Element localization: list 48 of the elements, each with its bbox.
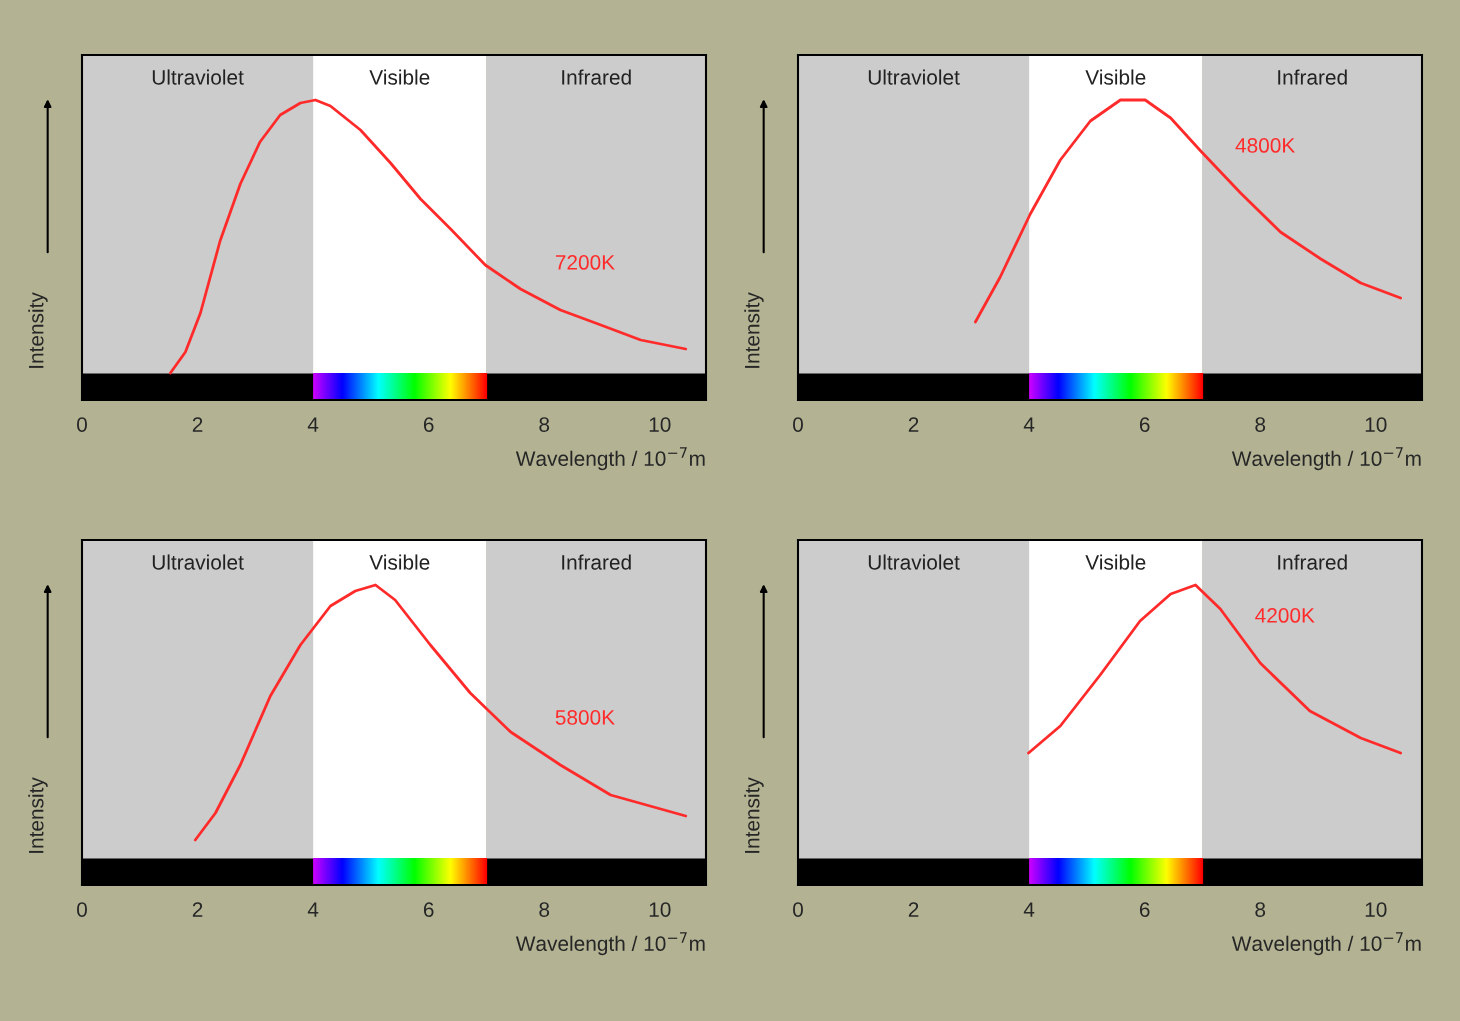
band-label: Infrared [562, 554, 631, 570]
series-label: 4800K [1235, 138, 1296, 153]
x-axis-title: Wavelength / 10$^{−7}$m [515, 932, 705, 956]
band-label: Visible [1085, 69, 1146, 85]
band-label: Visible [369, 554, 430, 570]
x-tick-label: 10 [1365, 902, 1387, 917]
x-tick-label: 6 [423, 902, 434, 917]
x-tick-label: 4 [1023, 417, 1035, 432]
y-axis-title: Intensity [744, 292, 764, 368]
band-label: Ultraviolet [152, 554, 244, 570]
x-tick-label: 6 [1139, 902, 1150, 917]
x-tick-label: 4 [1023, 902, 1035, 917]
y-axis-title: Intensity [28, 292, 48, 368]
band-label: Ultraviolet [152, 69, 244, 85]
x-tick-label: 6 [1139, 417, 1150, 432]
x-tick-label: 8 [1255, 902, 1266, 917]
x-tick-label: 2 [192, 417, 203, 432]
x-tick-label: 10 [649, 417, 671, 432]
x-tick-label: 4 [307, 417, 319, 432]
y-axis-title: Intensity [744, 777, 764, 853]
x-tick-label: 8 [1255, 417, 1266, 432]
x-tick-label: 10 [649, 902, 671, 917]
x-tick-label: 8 [539, 902, 550, 917]
x-tick-label: 0 [77, 417, 87, 432]
band-label: Infrared [1278, 554, 1347, 570]
x-tick-label: 0 [77, 902, 87, 917]
band-label: Infrared [1278, 69, 1347, 85]
x-tick-label: 6 [423, 417, 434, 432]
x-tick-label: 8 [539, 417, 550, 432]
x-tick-label: 2 [908, 417, 919, 432]
band-label: Visible [1085, 554, 1146, 570]
x-tick-label: 4 [307, 902, 319, 917]
x-tick-label: 0 [793, 417, 803, 432]
band-label: Infrared [562, 69, 631, 85]
x-tick-label: 10 [1365, 417, 1387, 432]
x-axis-title: Wavelength / 10$^{−7}$m [1231, 932, 1421, 956]
series-label: 4200K [1255, 608, 1315, 623]
band-label: Ultraviolet [868, 69, 960, 85]
x-axis-title: Wavelength / 10$^{−7}$m [515, 447, 705, 471]
band-label: Visible [369, 69, 430, 85]
x-tick-label: 0 [793, 902, 803, 917]
x-tick-label: 2 [192, 902, 203, 917]
series-label: 7200K [555, 255, 615, 270]
y-axis-title: Intensity [28, 777, 48, 853]
x-tick-label: 2 [908, 902, 919, 917]
band-label: Ultraviolet [868, 554, 960, 570]
x-axis-title: Wavelength / 10$^{−7}$m [1231, 447, 1421, 471]
series-label: 5800K [555, 710, 615, 725]
